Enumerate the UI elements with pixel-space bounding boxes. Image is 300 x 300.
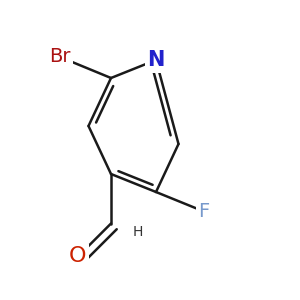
Text: F: F xyxy=(198,202,210,221)
Text: N: N xyxy=(147,50,165,70)
Text: H: H xyxy=(133,226,143,239)
Text: O: O xyxy=(69,247,87,266)
Text: Br: Br xyxy=(49,47,71,67)
